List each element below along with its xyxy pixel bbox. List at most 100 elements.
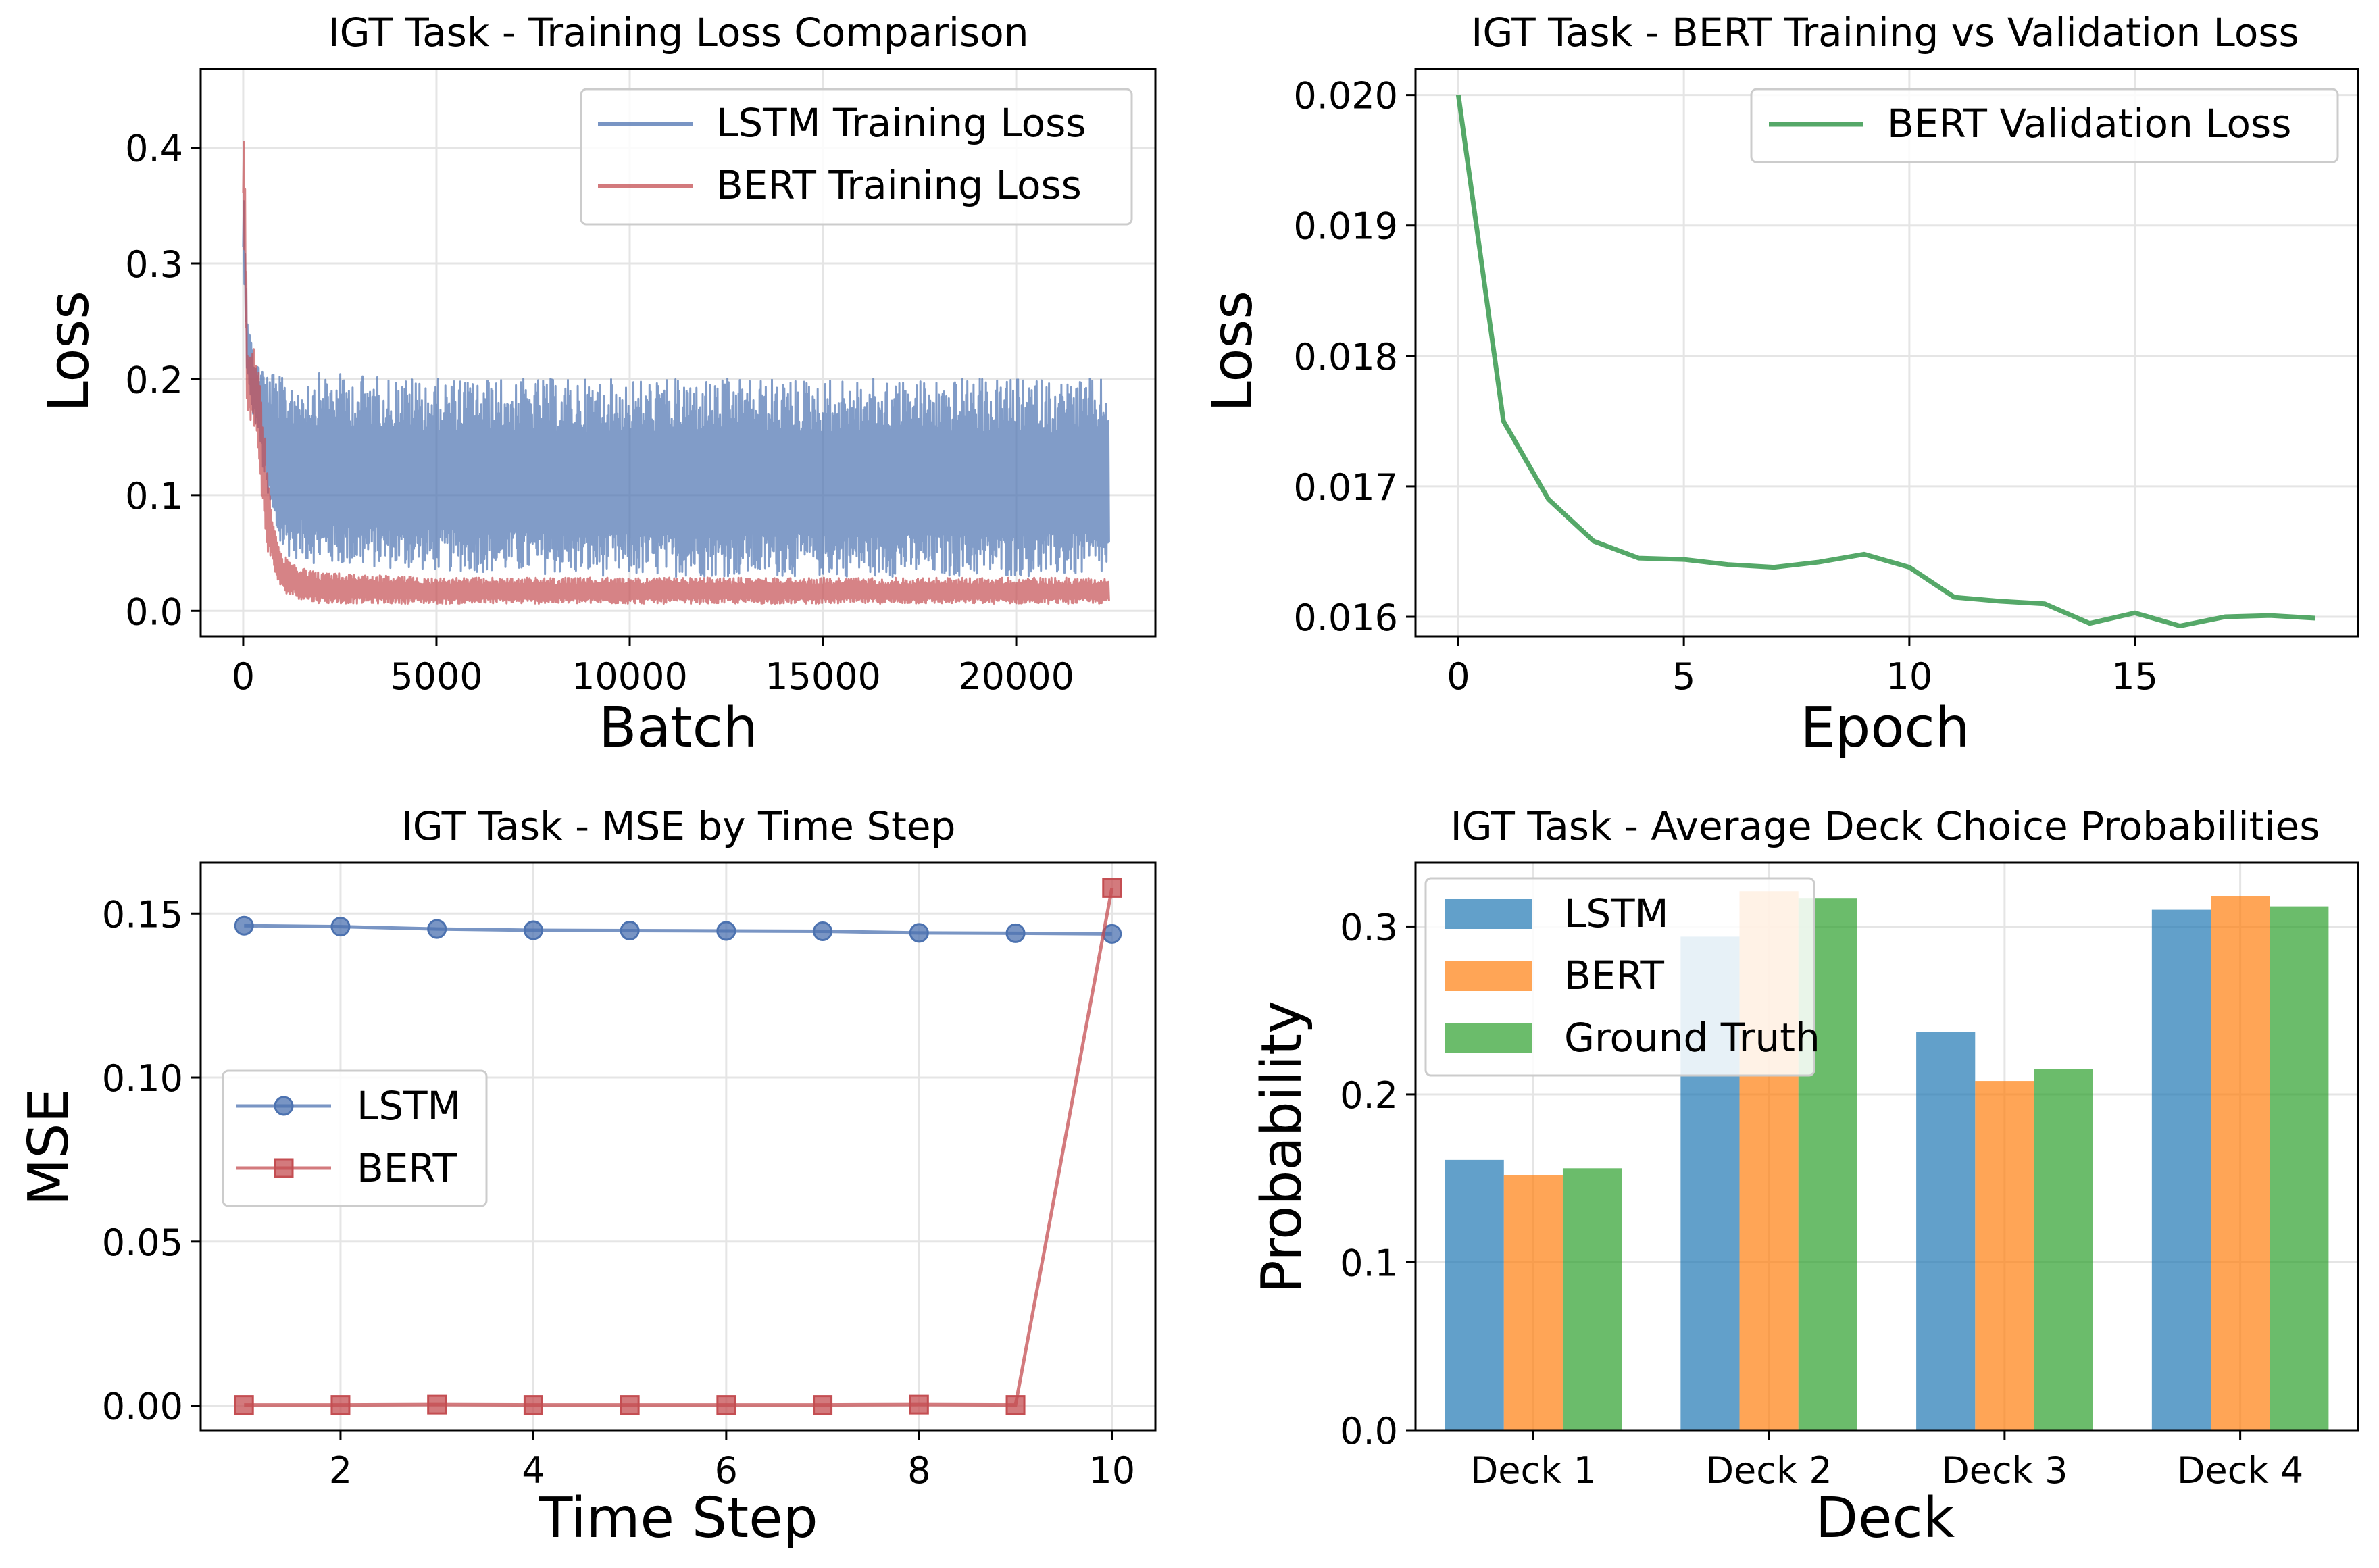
bert-mse-point xyxy=(1102,878,1122,898)
loss-ytick-label: 0.4 xyxy=(125,128,183,170)
bars-plot-frame xyxy=(1414,861,2359,1432)
val-ytick-label: 0.016 xyxy=(1293,597,1398,639)
mse-plot-frame xyxy=(199,861,1157,1432)
loss-ytick-label: 0.2 xyxy=(125,359,183,401)
bars-category-label: Deck 2 xyxy=(1705,1449,1832,1492)
bars-category-label: Deck 4 xyxy=(2177,1449,2303,1492)
val-xtick-label: 0 xyxy=(1447,655,1470,698)
val-legend-label: BERT Validation Loss xyxy=(1887,101,2291,147)
val-plot-frame xyxy=(1414,68,2359,638)
val-ylabel: Loss xyxy=(1201,290,1265,412)
val-xtick-label: 10 xyxy=(1886,655,1933,698)
bert-mse-point xyxy=(523,1395,543,1415)
ground-truth-bar xyxy=(2034,1069,2093,1430)
mse-ylabel: MSE xyxy=(17,1088,81,1207)
loss-xlabel: Batch xyxy=(599,696,758,760)
val-xtick-label: 5 xyxy=(1672,655,1695,698)
bert-mse-point xyxy=(813,1395,833,1415)
bert-mse-point xyxy=(620,1395,640,1415)
lstm-mse-point xyxy=(813,921,833,941)
loss-ticks: 0.0 0.1 0.2 0.3 0.4 0 5000 10000 15000 20000 xyxy=(125,128,1074,698)
ground-truth-bar xyxy=(2270,906,2329,1430)
loss-xtick-label: 0 xyxy=(232,655,255,698)
mse-legend-lstm-label: LSTM xyxy=(357,1083,461,1129)
val-xtick-label: 15 xyxy=(2111,655,2158,698)
lstm-mse-point xyxy=(716,921,736,941)
loss-xtick-label: 10000 xyxy=(572,655,688,698)
loss-panel: 0.0 0.1 0.2 0.3 0.4 0 5000 10000 15000 20000 IGT … xyxy=(37,9,1157,760)
lstm-bar xyxy=(1445,1159,1504,1430)
mse-panel: 0.00 0.05 0.10 0.15 2 4 6 8 10 IGT Task - MSE by… xyxy=(17,803,1157,1550)
bars-category-label: Deck 3 xyxy=(1941,1449,2068,1492)
bert-mse-line xyxy=(244,887,1114,1407)
bars-category-label: Deck 1 xyxy=(1470,1449,1597,1492)
mse-legend-bert-marker xyxy=(274,1158,294,1178)
val-legend-box xyxy=(1750,88,2339,163)
val-ytick-label: 0.018 xyxy=(1293,336,1398,378)
lstm-mse-point xyxy=(909,923,929,943)
bars-ytick-label: 0.2 xyxy=(1340,1074,1398,1117)
loss-legend-box xyxy=(580,88,1133,226)
mse-legend-bert-label: BERT xyxy=(357,1145,457,1191)
loss-ytick-label: 0.1 xyxy=(125,475,183,517)
val-ticks: 0.016 0.017 0.018 0.019 0.020 0 5 10 15 xyxy=(1293,75,2158,698)
val-ytick-label: 0.020 xyxy=(1293,75,1398,118)
mse-legend-lstm-marker xyxy=(274,1096,294,1116)
lstm-bar xyxy=(1916,1032,1976,1430)
val-legend: BERT Validation Loss xyxy=(1750,88,2339,163)
val-series xyxy=(1455,95,2315,629)
loss-legend-lstm-label: LSTM Training Loss xyxy=(716,100,1086,146)
bars-series xyxy=(1445,891,2329,1430)
lstm-mse-point xyxy=(427,919,447,939)
loss-series xyxy=(242,141,1110,605)
loss-ytick-label: 0.0 xyxy=(125,590,183,633)
bars-ytick-label: 0.0 xyxy=(1340,1410,1398,1452)
loss-title: IGT Task - Training Loss Comparison xyxy=(328,9,1028,55)
bars-ylabel: Probability xyxy=(1250,1001,1314,1293)
val-panel: 0.016 0.017 0.018 0.019 0.020 0 5 10 15 IGT Task… xyxy=(1201,9,2359,760)
bars-title: IGT Task - Average Deck Choice Probabili… xyxy=(1451,803,2320,849)
val-ytick-label: 0.017 xyxy=(1293,466,1398,509)
mse-xtick-label: 10 xyxy=(1088,1449,1135,1492)
val-xlabel: Epoch xyxy=(1800,696,1970,760)
bert-validation-loss-line xyxy=(1455,95,2315,629)
mse-xtick-label: 4 xyxy=(522,1449,545,1492)
mse-xtick-label: 2 xyxy=(329,1449,352,1492)
mse-ytick-label: 0.10 xyxy=(102,1057,183,1100)
bars-legend-lstm-swatch xyxy=(1445,899,1532,929)
ground-truth-bar xyxy=(1562,1168,1622,1430)
bars-legend-bert-label: BERT xyxy=(1564,953,1665,998)
loss-ylabel: Loss xyxy=(37,290,101,412)
lstm-bar xyxy=(2151,909,2211,1430)
bert-mse-point xyxy=(909,1394,929,1415)
val-title: IGT Task - BERT Training vs Validation L… xyxy=(1471,9,2299,55)
bert-mse-point xyxy=(1005,1395,1026,1415)
bars-ytick-label: 0.3 xyxy=(1340,906,1398,949)
val-ytick-label: 0.019 xyxy=(1293,205,1398,248)
bars-ticks: 0.0 0.1 0.2 0.3 Deck 1 Deck 2 Deck 3 Deck 4 xyxy=(1340,906,2303,1492)
mse-xtick-label: 8 xyxy=(907,1449,930,1492)
bars-legend-bert-swatch xyxy=(1445,961,1532,991)
bert-bar xyxy=(1503,1175,1563,1430)
mse-xtick-label: 6 xyxy=(715,1449,738,1492)
lstm-mse-point xyxy=(1005,923,1026,943)
bert-mse-point xyxy=(716,1395,736,1415)
bert-bar xyxy=(1975,1081,2034,1430)
loss-plot-frame xyxy=(199,68,1157,638)
mse-title: IGT Task - MSE by Time Step xyxy=(401,803,956,849)
lstm-mse-line xyxy=(244,924,1112,936)
bars-legend-gt-label: Ground Truth xyxy=(1564,1015,1820,1061)
bars-panel: 0.0 0.1 0.2 0.3 Deck 1 Deck 2 Deck 3 Deck 4 IGT… xyxy=(1250,803,2359,1550)
loss-legend: LSTM Training Loss BERT Training Loss xyxy=(580,88,1133,226)
lstm-mse-point xyxy=(234,915,254,936)
bars-ytick-label: 0.1 xyxy=(1340,1242,1398,1284)
loss-xtick-label: 20000 xyxy=(958,655,1074,698)
mse-ytick-label: 0.00 xyxy=(102,1386,183,1428)
bars-legend-lstm-label: LSTM xyxy=(1564,890,1669,936)
mse-ytick-label: 0.15 xyxy=(102,893,183,936)
lstm-training-loss-line xyxy=(242,200,1110,578)
bars-legend: LSTM BERT Ground Truth xyxy=(1424,877,1820,1077)
bert-bar xyxy=(2211,896,2270,1430)
bert-training-loss-line xyxy=(242,141,1110,605)
